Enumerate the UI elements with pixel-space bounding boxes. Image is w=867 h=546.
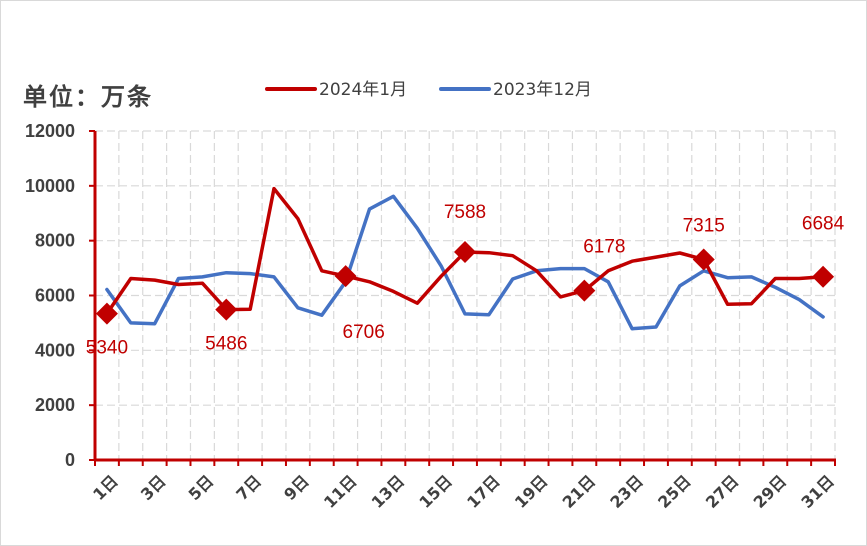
y-tick-label: 0 bbox=[65, 450, 75, 470]
y-tick-label: 10000 bbox=[25, 176, 75, 196]
y-tick-label: 8000 bbox=[35, 231, 75, 251]
y-tick-label: 12000 bbox=[25, 121, 75, 141]
x-tick-label: 7日 bbox=[232, 471, 265, 504]
grid-layer bbox=[95, 130, 836, 460]
x-tick-label: 21日 bbox=[559, 471, 600, 512]
data-marker bbox=[573, 279, 596, 302]
data-label: 6706 bbox=[343, 322, 385, 343]
unit-label: 单位：万条 bbox=[23, 83, 153, 111]
legend-label: 2024年1月 bbox=[319, 80, 407, 100]
data-label: 5486 bbox=[205, 334, 247, 355]
x-tick-label: 3日 bbox=[137, 471, 170, 504]
marker-layer bbox=[95, 240, 835, 325]
y-tick-label: 2000 bbox=[35, 395, 75, 415]
x-tick-label: 1日 bbox=[89, 471, 122, 504]
data-marker bbox=[454, 240, 476, 263]
y-tick-label: 4000 bbox=[35, 340, 75, 360]
x-tick-label: 9日 bbox=[280, 471, 313, 504]
x-tick-label: 23日 bbox=[606, 471, 647, 512]
label-layer: 5340 5486 6706 7588 6178 7315 6684 bbox=[86, 202, 845, 359]
data-label: 7588 bbox=[444, 202, 486, 223]
series-line bbox=[105, 194, 825, 331]
legend: 2024年1月 2023年12月 bbox=[265, 80, 592, 100]
x-tick-label: 17日 bbox=[463, 471, 504, 512]
x-tick-label: 13日 bbox=[368, 471, 409, 512]
data-label: 6178 bbox=[583, 237, 625, 258]
data-label: 6684 bbox=[802, 214, 845, 235]
legend-label: 2023年12月 bbox=[493, 80, 592, 100]
data-marker bbox=[692, 248, 715, 271]
data-marker bbox=[215, 298, 238, 321]
data-marker bbox=[334, 265, 357, 288]
y-tick-label: 6000 bbox=[35, 286, 75, 306]
x-tick-label: 25日 bbox=[654, 471, 695, 512]
data-label: 7315 bbox=[683, 215, 725, 236]
x-tick-label: 19日 bbox=[511, 471, 552, 512]
x-tick-label: 5日 bbox=[185, 471, 218, 504]
data-marker bbox=[95, 302, 118, 325]
data-marker bbox=[812, 265, 835, 288]
x-tick-label: 31日 bbox=[797, 471, 838, 512]
x-tick-label: 27日 bbox=[702, 471, 743, 512]
x-tick-label: 15日 bbox=[415, 471, 456, 512]
x-tick-label: 11日 bbox=[320, 471, 361, 512]
data-label: 5340 bbox=[86, 338, 128, 359]
x-tick-label: 29日 bbox=[750, 471, 791, 512]
